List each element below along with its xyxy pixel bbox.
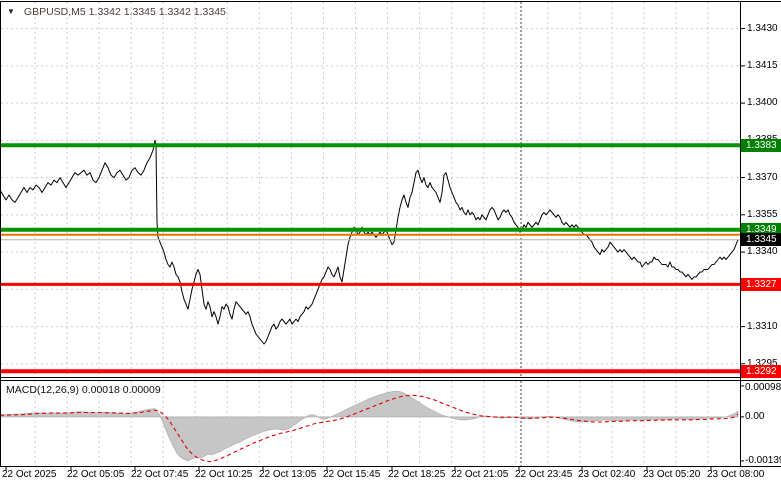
time-axis-label: 22 Oct 10:25 <box>195 469 253 480</box>
price-axis-label: 1.3340 <box>747 246 778 258</box>
macd-axis-label: -0.00139 <box>745 454 781 466</box>
time-axis-label: 22 Oct 2025 <box>2 469 57 480</box>
time-axis-label: 22 Oct 18:25 <box>388 469 446 480</box>
price-axis-label: 1.3400 <box>747 97 778 109</box>
time-axis-label: 23 Oct 08:00 <box>707 469 765 480</box>
price-axis-label: 1.3355 <box>747 208 778 220</box>
price-axis-label: 1.3430 <box>747 22 778 34</box>
price-badge: 1.3327 <box>741 277 781 291</box>
price-badge: 1.3292 <box>741 364 781 378</box>
time-axis-label: 23 Oct 05:20 <box>643 469 701 480</box>
time-axis-label: 23 Oct 02:40 <box>578 469 636 480</box>
macd-signal-line <box>0 394 739 463</box>
time-axis-label: 22 Oct 07:45 <box>131 469 189 480</box>
symbol-ohlc-text: GBPUSD,M5 1.3342 1.3345 1.3342 1.3345 <box>23 6 226 18</box>
price-axis-label: 1.3310 <box>747 320 778 332</box>
macd-indicator-label: MACD(12,26,9) 0.00018 0.00009 <box>6 384 161 396</box>
macd-axis-label: 0.00 <box>745 410 765 422</box>
macd-axis-label: 0.00098 <box>745 382 781 393</box>
price-badge: 1.3383 <box>741 138 781 152</box>
price-line <box>0 139 739 345</box>
time-axis-label: 22 Oct 13:05 <box>259 469 317 480</box>
time-axis-label: 22 Oct 15:45 <box>323 469 381 480</box>
price-axis-label: 1.3370 <box>747 171 778 183</box>
time-axis-label: 22 Oct 21:05 <box>451 469 509 480</box>
price-axis-label: 1.3295 <box>747 357 778 369</box>
time-axis-label: 22 Oct 23:45 <box>515 469 573 480</box>
chart-legend: ▼ GBPUSD,M5 1.3342 1.3345 1.3342 1.3345 <box>7 6 226 18</box>
price-axis-label: 1.3415 <box>747 59 778 71</box>
price-badge: 1.3349 <box>741 223 781 237</box>
price-badge: 1.3345 <box>741 233 781 247</box>
main-chart-area[interactable] <box>1 2 740 377</box>
time-axis[interactable]: 22 Oct 2025 22 Oct 05:05 22 Oct 07:45 22 Oc… <box>0 467 781 489</box>
time-axis-label: 22 Oct 05:05 <box>67 469 125 480</box>
macd-histogram <box>0 390 739 462</box>
symbol-dropdown-icon[interactable]: ▼ <box>7 7 15 16</box>
